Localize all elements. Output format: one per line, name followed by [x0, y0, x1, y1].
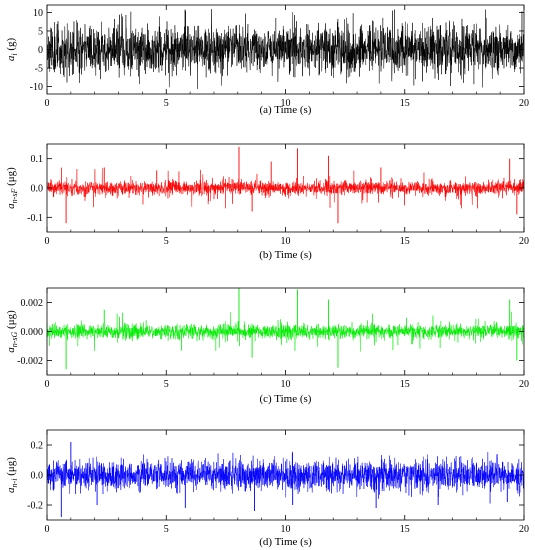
panel-caption: (c) Time (s) [260, 393, 312, 405]
panel-a: 0 5 10 15 20 -10 -5 0 5 10 ai (g) (a) Time (s) [5, 4, 529, 116]
y-tick-label: 10 [33, 8, 43, 19]
y-tick-label: -10 [30, 82, 43, 93]
y-tick-label: 0.0 [31, 471, 44, 482]
x-tick-label: 5 [164, 524, 169, 535]
x-tick-label: 20 [519, 524, 529, 535]
y-tick-label: 0.1 [31, 154, 44, 165]
panel-caption: (a) Time (s) [260, 104, 312, 116]
y-tick-label: -5 [35, 64, 43, 75]
y-axis-label: an-i (μg) [5, 457, 19, 493]
x-tick-label: 20 [519, 379, 529, 390]
panel-d: 0 5 10 15 20 -0.2 0.0 0.2 an-i (μg) (d) Time (s) [5, 429, 529, 548]
y-tick-label: -0.002 [17, 356, 43, 367]
x-tick-label: 15 [400, 524, 410, 535]
x-tick-label: 15 [400, 379, 410, 390]
x-tick-label: 10 [281, 236, 291, 247]
y-axis-label: an-sG (μg) [5, 310, 19, 353]
panel-caption: (d) Time (s) [259, 536, 312, 548]
y-tick-label: -0.1 [27, 213, 43, 224]
signal-trace-d [47, 451, 524, 504]
y-tick-label: 0.000 [21, 327, 44, 338]
x-tick-label: 10 [281, 524, 291, 535]
x-tick-label: 5 [164, 236, 169, 247]
x-tick-label: 0 [45, 379, 50, 390]
x-tick-label: 10 [281, 379, 291, 390]
x-tick-label: 5 [164, 379, 169, 390]
y-tick-label: 0.0 [31, 184, 44, 195]
x-tick-label: 15 [400, 98, 410, 109]
y-tick-label: 0.002 [21, 298, 44, 309]
x-tick-label: 20 [519, 98, 529, 109]
y-axis-label: an-sF (μg) [5, 167, 19, 209]
y-axis-label: ai (g) [5, 38, 19, 62]
y-tick-label: -0.2 [27, 501, 43, 512]
x-tick-label: 0 [45, 524, 50, 535]
y-tick-label: 5 [38, 26, 43, 37]
x-tick-label: 10 [281, 98, 291, 109]
x-tick-label: 0 [45, 236, 50, 247]
y-tick-label: 0.2 [31, 441, 44, 452]
signal-trace-b [47, 167, 524, 209]
y-tick-label: 0 [38, 45, 43, 56]
x-tick-label: 0 [45, 98, 50, 109]
panel-b: 0 5 10 15 20 -0.1 0.0 0.1 an-sF (μg) (b) Time (s) [5, 143, 529, 261]
signal-trace-c [47, 311, 524, 352]
signal-trace-a [47, 9, 524, 89]
x-tick-label: 5 [164, 98, 169, 109]
x-tick-label: 15 [400, 236, 410, 247]
x-tick-label: 20 [519, 236, 529, 247]
panel-caption: (b) Time (s) [259, 249, 312, 261]
